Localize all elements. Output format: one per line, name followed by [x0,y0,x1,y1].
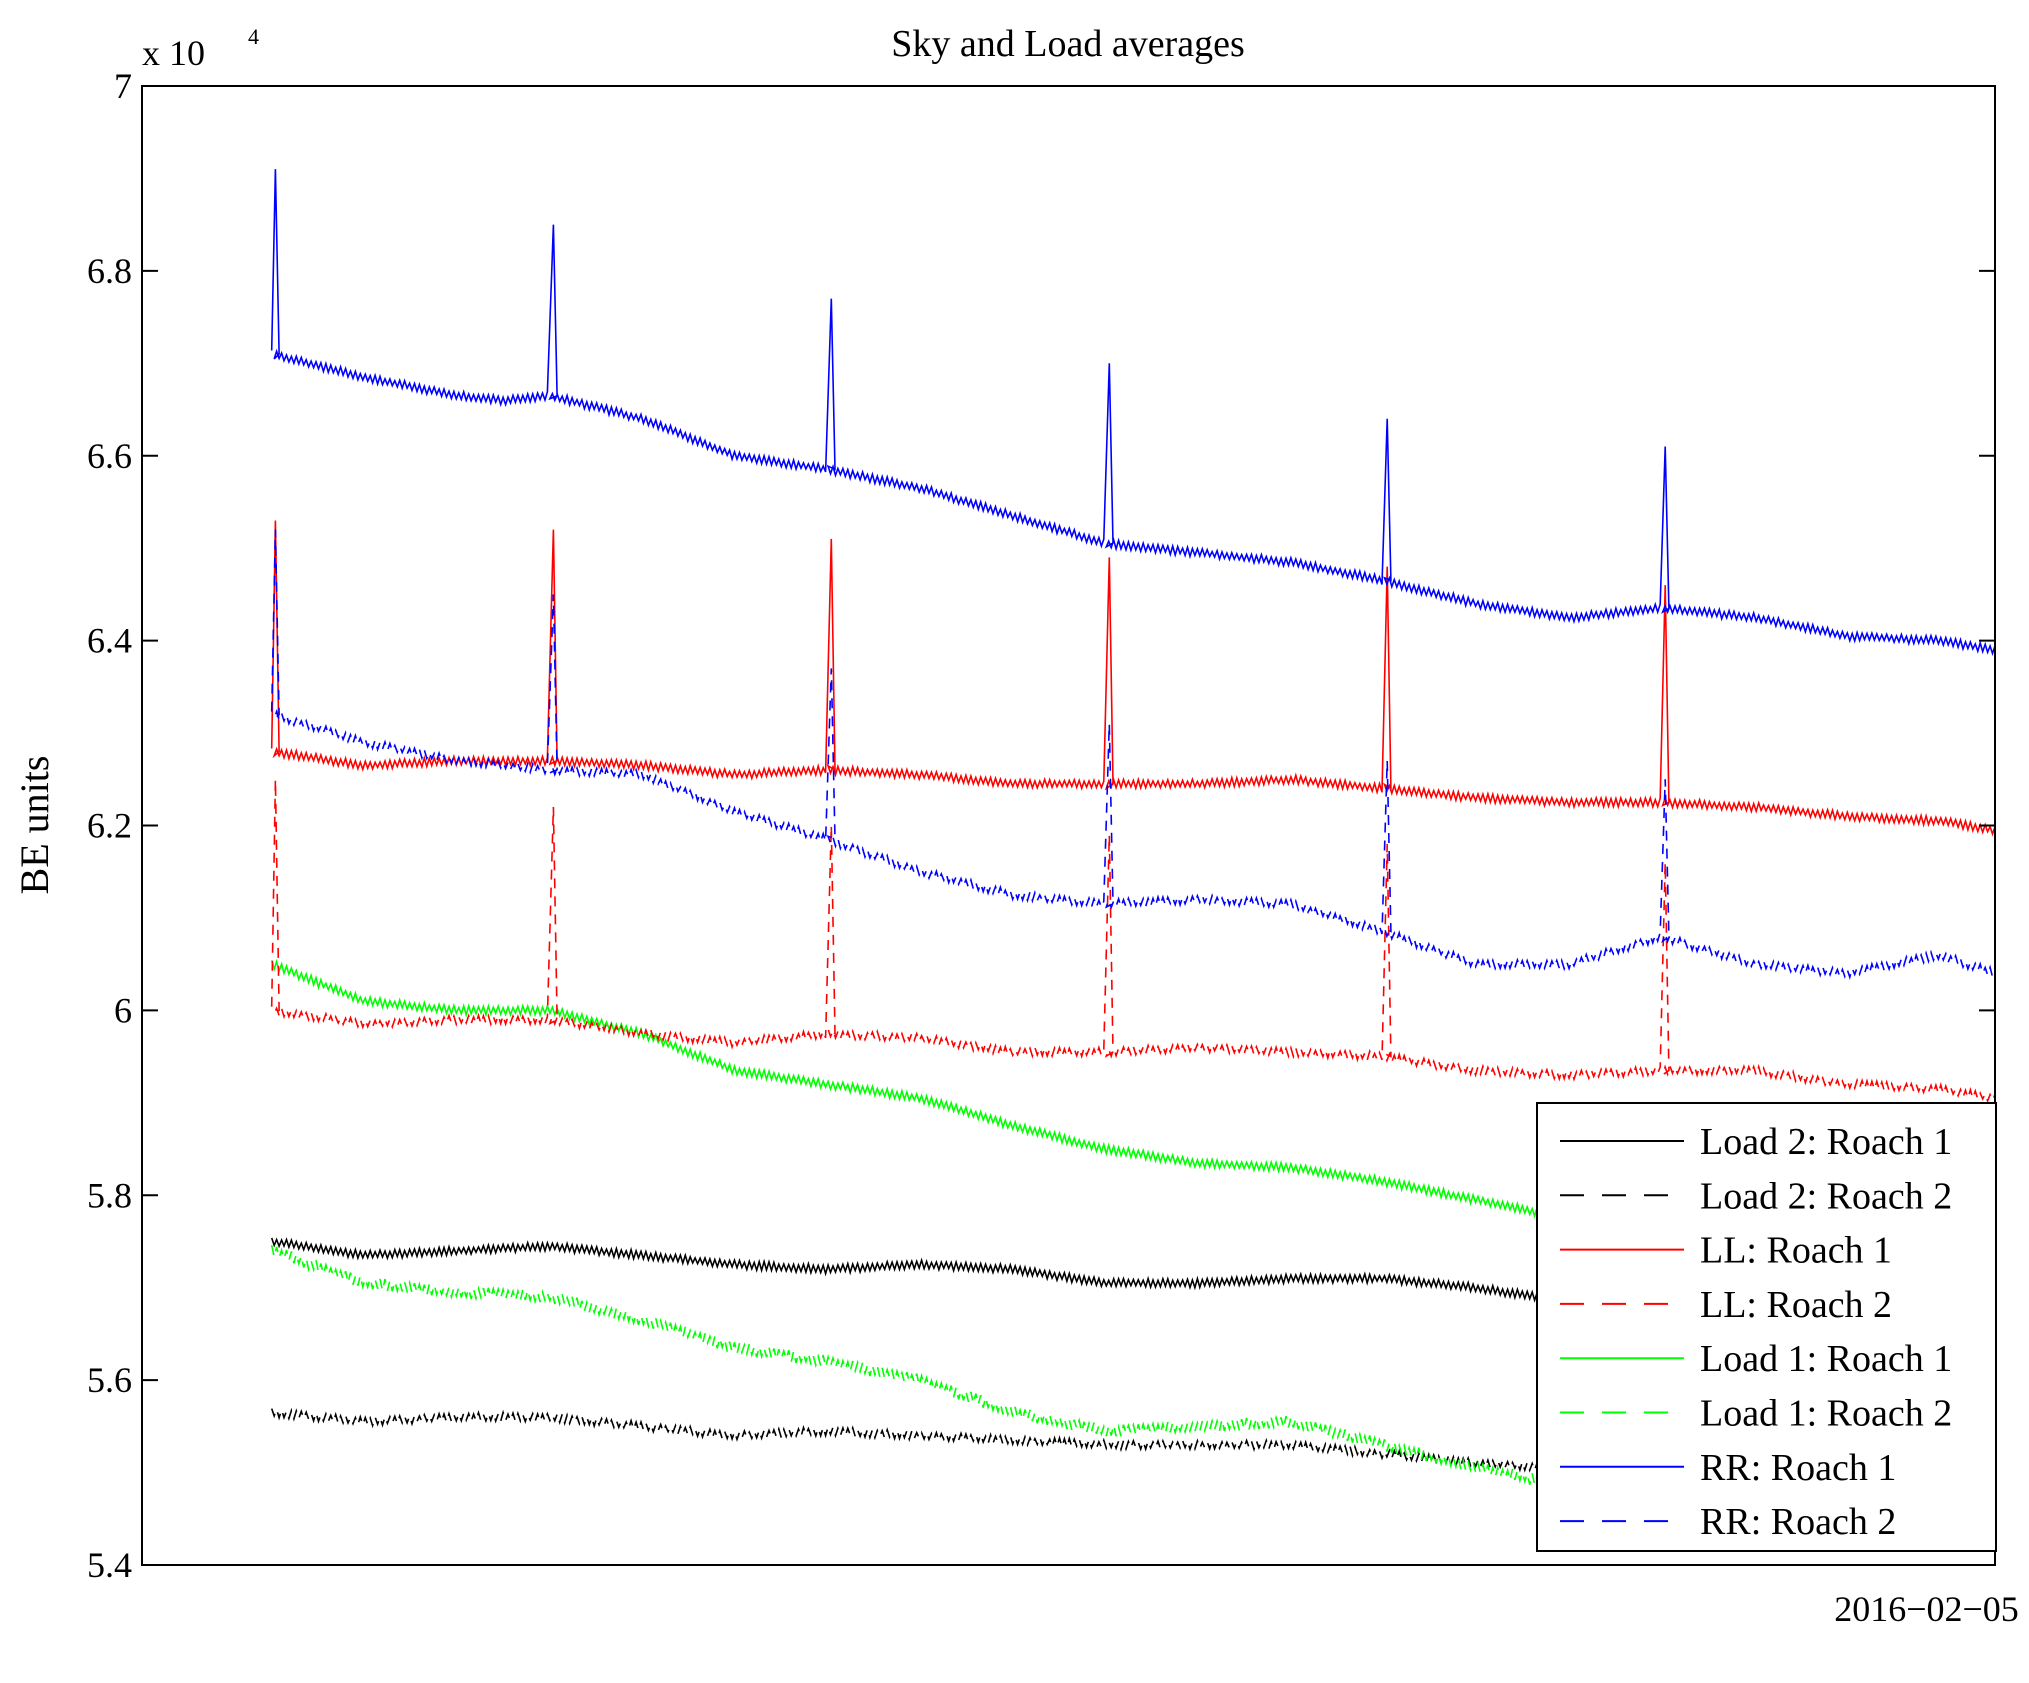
y-exponent-power: 4 [248,24,259,49]
legend-label-load-1-roach-2: Load 1: Roach 2 [1700,1393,1952,1435]
series-line-rr-roach-1 [270,169,1996,657]
legend-label-load-2-roach-2: Load 2: Roach 2 [1700,1175,1952,1217]
y-axis-label: BE units [12,756,57,895]
y-tick-label: 5.4 [87,1545,132,1585]
legend-label-load-1-roach-1: Load 1: Roach 1 [1700,1338,1952,1380]
tick-layer: 5.4 5.6 5.8 6 6.2 6.4 6.6 6.8 7 2016−02−05 09:00:… [87,66,2029,1629]
legend-label-ll-roach-1: LL: Roach 1 [1700,1230,1892,1272]
series-line-ll-roach-1 [270,520,1996,837]
series-line-ll-roach-2 [270,779,1996,1104]
y-tick-label: 6.4 [87,621,132,661]
legend-label-rr-roach-2: RR: Roach 2 [1700,1501,1896,1543]
y-tick-label: 6.8 [87,251,132,291]
series-line-rr-roach-2 [270,529,1996,980]
y-exponent-label: x 10 [142,33,205,73]
plot-frame [141,85,1996,1566]
y-tick-label: 5.6 [87,1360,132,1400]
legend-items: Load 2: Roach 1 Load 2: Roach 2 LL: Roach … [1560,1121,1952,1543]
y-tick-label: 5.8 [87,1175,132,1215]
x-tick-label: 2016−02−05 09:00:00 [1834,1589,2029,1629]
y-tick-label: 6 [114,990,132,1030]
y-tick-label: 6.6 [87,436,132,476]
y-tick-label: 6.2 [87,806,132,846]
legend-box [1536,1102,1997,1552]
legend: Load 2: Roach 1 Load 2: Roach 2 LL: Roach … [1536,1102,1997,1552]
legend-label-load-2-roach-1: Load 2: Roach 1 [1700,1121,1952,1163]
legend-label-ll-roach-2: LL: Roach 2 [1700,1284,1892,1326]
series-line-load-1-roach-2 [270,1245,1996,1498]
chart-title: Sky and Load averages [891,23,1245,65]
y-tick-label: 7 [114,66,132,106]
legend-label-rr-roach-1: RR: Roach 1 [1700,1447,1896,1489]
